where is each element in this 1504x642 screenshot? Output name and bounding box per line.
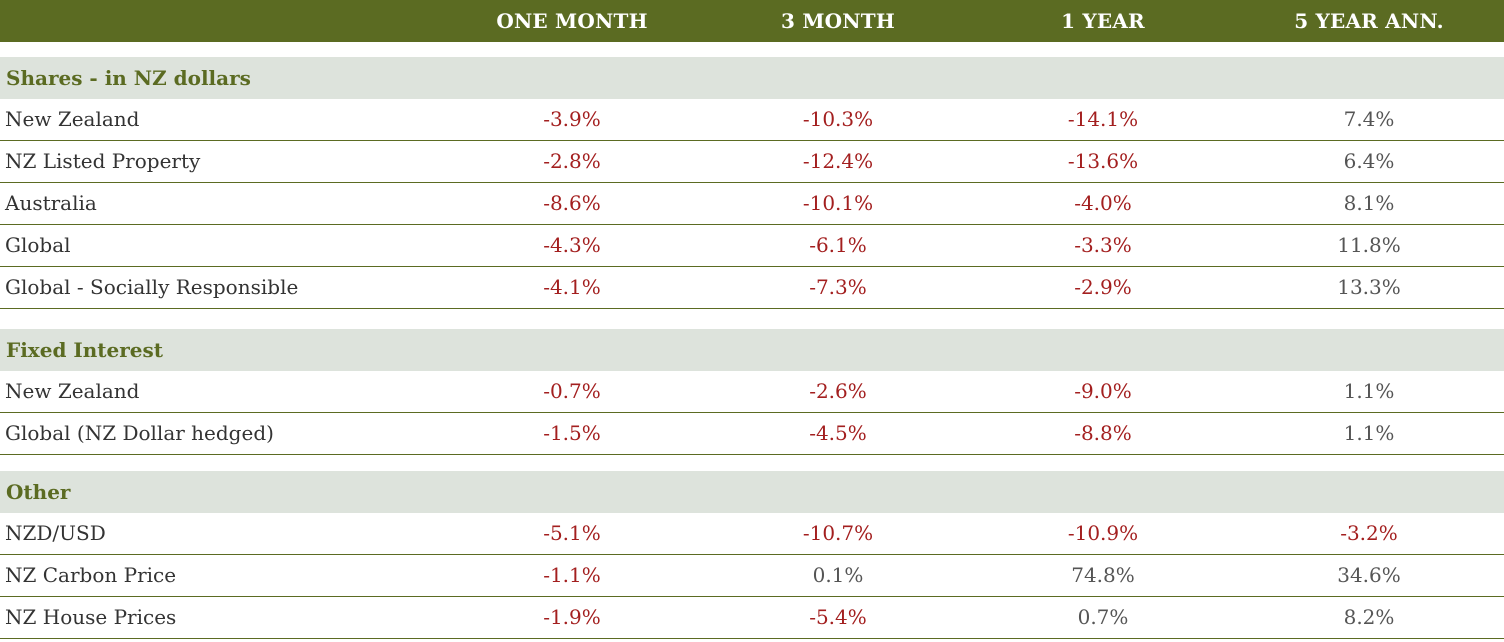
row-value: -2.6% <box>809 379 867 403</box>
table-row: NZ Carbon Price -1.1% 0.1% 74.8% 34.6% <box>0 555 1504 597</box>
section-title: Fixed Interest <box>6 338 164 362</box>
section-title: Other <box>6 480 71 504</box>
table-row: NZD/USD -5.1% -10.7% -10.9% -3.2% <box>0 513 1504 555</box>
row-value: -2.9% <box>1074 275 1132 299</box>
row-value: -4.1% <box>543 275 601 299</box>
row-value: -10.3% <box>802 107 874 131</box>
row-value: 13.3% <box>1337 275 1401 299</box>
row-value: -7.3% <box>809 275 867 299</box>
row-value: -1.9% <box>543 605 601 629</box>
row-label: NZ Carbon Price <box>5 563 177 587</box>
row-label: NZ House Prices <box>5 605 177 629</box>
row-value: -13.6% <box>1067 149 1139 173</box>
row-label: New Zealand <box>5 379 140 403</box>
table-row: Global -4.3% -6.1% -3.3% 11.8% <box>0 225 1504 267</box>
table-row: Global (NZ Dollar hedged) -1.5% -4.5% -8.8%… <box>0 413 1504 455</box>
table-row: Australia -8.6% -10.1% -4.0% 8.1% <box>0 183 1504 225</box>
row-value: 7.4% <box>1343 107 1395 131</box>
section-title: Shares - in NZ dollars <box>6 66 251 90</box>
row-value: -2.8% <box>543 149 601 173</box>
row-label: Global (NZ Dollar hedged) <box>5 421 274 445</box>
header-one-month: ONE MONTH <box>496 9 648 33</box>
row-value: 34.6% <box>1337 563 1401 587</box>
row-value: 0.1% <box>812 563 864 587</box>
row-value: -1.1% <box>543 563 601 587</box>
row-value: -1.5% <box>543 421 601 445</box>
row-value: -5.4% <box>809 605 867 629</box>
table-row: NZ Listed Property -2.8% -12.4% -13.6% 6.4% <box>0 141 1504 183</box>
row-value: 6.4% <box>1343 149 1395 173</box>
row-value: -8.6% <box>543 191 601 215</box>
row-value: 11.8% <box>1337 233 1401 257</box>
row-label: New Zealand <box>5 107 140 131</box>
row-value: -10.9% <box>1067 521 1139 545</box>
row-value: 74.8% <box>1071 563 1135 587</box>
row-value: -6.1% <box>809 233 867 257</box>
row-value: -10.1% <box>802 191 874 215</box>
section-header: Other <box>0 471 1504 513</box>
row-value: -0.7% <box>543 379 601 403</box>
section-header: Fixed Interest <box>0 329 1504 371</box>
row-value: -3.2% <box>1340 521 1398 545</box>
row-label: Australia <box>5 191 97 215</box>
row-value: -3.9% <box>543 107 601 131</box>
row-label: Global - Socially Responsible <box>5 275 299 299</box>
row-value: 1.1% <box>1343 421 1395 445</box>
header-1-year: 1 YEAR <box>1061 9 1145 33</box>
row-value: -4.5% <box>809 421 867 445</box>
row-value: -5.1% <box>543 521 601 545</box>
row-value: 8.1% <box>1343 191 1395 215</box>
table-row: New Zealand -3.9% -10.3% -14.1% 7.4% <box>0 99 1504 141</box>
row-label: NZD/USD <box>5 521 106 545</box>
header-5-year-ann: 5 YEAR ANN. <box>1294 9 1444 33</box>
row-value: -4.0% <box>1074 191 1132 215</box>
table-row: NZ House Prices -1.9% -5.4% 0.7% 8.2% <box>0 597 1504 639</box>
row-value: 0.7% <box>1077 605 1129 629</box>
row-value: -12.4% <box>802 149 874 173</box>
table-row: New Zealand -0.7% -2.6% -9.0% 1.1% <box>0 371 1504 413</box>
row-label: Global <box>5 233 71 257</box>
header-3-month: 3 MONTH <box>781 9 895 33</box>
row-value: -8.8% <box>1074 421 1132 445</box>
row-value: -9.0% <box>1074 379 1132 403</box>
row-value: 1.1% <box>1343 379 1395 403</box>
table-header: ONE MONTH 3 MONTH 1 YEAR 5 YEAR ANN. <box>0 0 1504 42</box>
row-value: -4.3% <box>543 233 601 257</box>
row-value: -14.1% <box>1067 107 1139 131</box>
row-value: -10.7% <box>802 521 874 545</box>
table-row: Global - Socially Responsible -4.1% -7.3% -… <box>0 267 1504 309</box>
row-value: -3.3% <box>1074 233 1132 257</box>
row-label: NZ Listed Property <box>5 149 201 173</box>
row-value: 8.2% <box>1343 605 1395 629</box>
section-header: Shares - in NZ dollars <box>0 57 1504 99</box>
